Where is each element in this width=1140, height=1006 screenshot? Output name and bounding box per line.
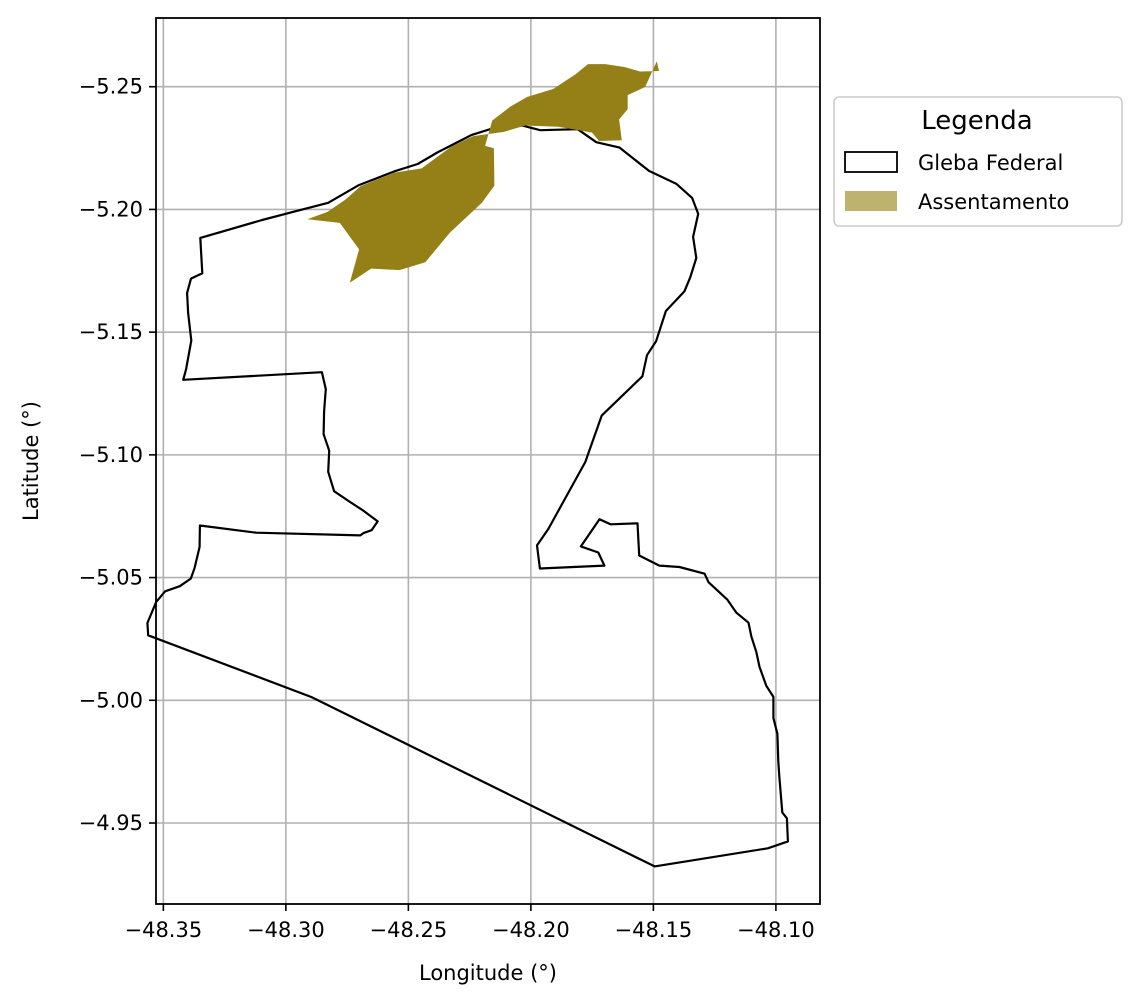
x-axis-label: Longitude (°) (419, 961, 557, 985)
y-tick-label: −5.05 (79, 566, 143, 590)
legend-swatch-assentamento (845, 191, 897, 211)
y-tick-label: −5.10 (79, 443, 143, 467)
y-axis-label: Latitude (°) (19, 401, 43, 521)
y-tick-label: −5.15 (79, 320, 143, 344)
legend-label-assentamento: Assentamento (918, 190, 1069, 214)
assentamento-polygon (307, 61, 659, 283)
y-tick-label: −5.00 (79, 688, 143, 712)
x-tick-label: −48.20 (492, 918, 570, 942)
legend-label-gleba: Gleba Federal (918, 151, 1063, 175)
x-tick-label: −48.10 (737, 918, 815, 942)
legend-swatch-gleba (844, 151, 898, 173)
legend-box (833, 96, 1123, 227)
axes-frame (155, 17, 821, 905)
gleba-federal-outline (146, 124, 790, 868)
y-tick-label: −5.20 (79, 197, 143, 221)
x-tick-label: −48.15 (615, 918, 693, 942)
x-tick-label: −48.25 (370, 918, 448, 942)
grid (156, 18, 820, 904)
legend-title: Legenda (921, 106, 1032, 136)
map-layers (146, 61, 790, 868)
legend: Legenda Gleba Federal Assentamento (833, 96, 1123, 227)
ticks: −48.35 −48.30 −48.25 −48.20 −48.15 −48.10 −4.9… (79, 75, 815, 942)
x-tick-label: −48.30 (247, 918, 325, 942)
y-tick-label: −4.95 (79, 811, 143, 835)
y-tick-label: −5.25 (79, 75, 143, 99)
x-tick-label: −48.35 (124, 918, 202, 942)
